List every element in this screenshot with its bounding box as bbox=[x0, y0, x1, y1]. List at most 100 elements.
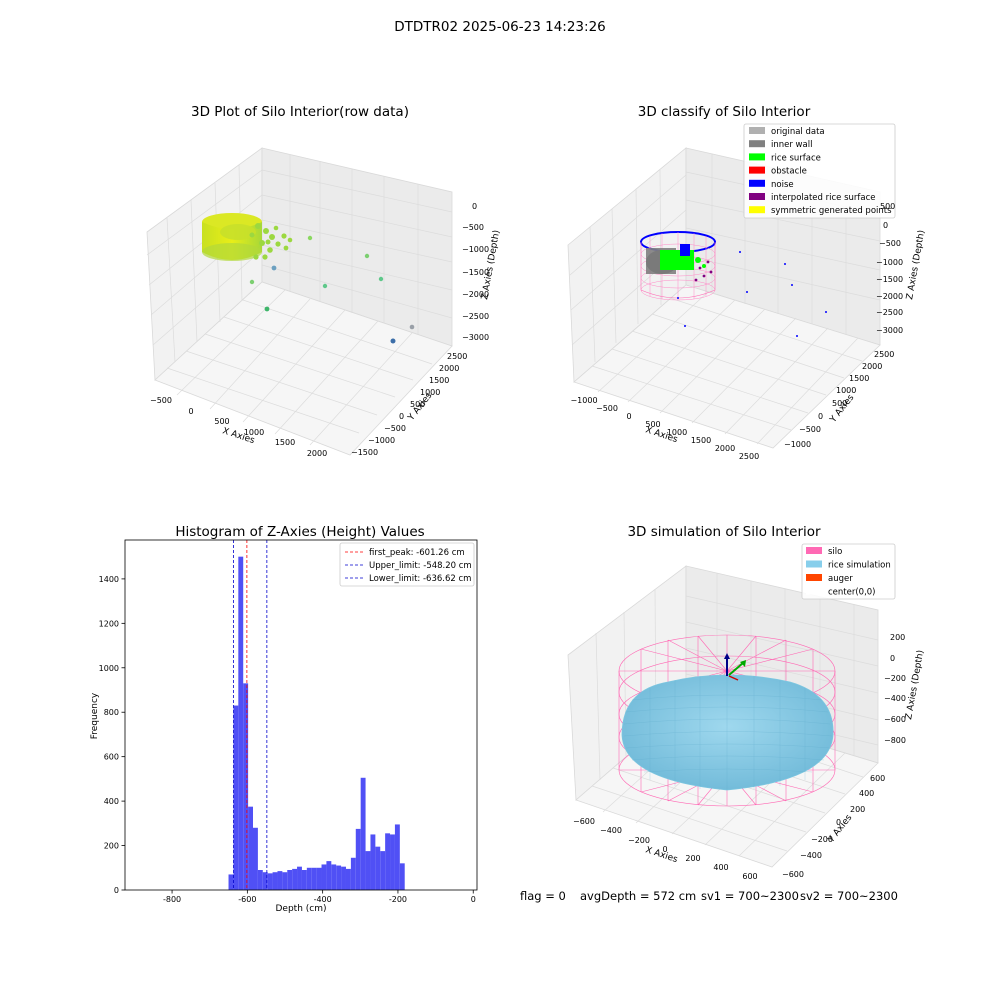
sim-yt-3: 0 bbox=[836, 818, 841, 827]
sim-x-axis-arrow bbox=[728, 675, 739, 681]
raw-panel-title: 3D Plot of Silo Interior(row data) bbox=[191, 104, 409, 120]
hist-bar bbox=[399, 863, 405, 890]
hist-bar bbox=[262, 872, 268, 890]
hist-bar bbox=[228, 874, 234, 890]
cls-legend-swatch bbox=[749, 166, 765, 174]
sim-panel-title: 3D simulation of Silo Interior bbox=[627, 524, 821, 540]
hist-bar bbox=[238, 556, 244, 890]
sim-legend-swatch bbox=[806, 574, 822, 581]
cls-yt-2: 0 bbox=[818, 412, 823, 421]
sim-xt-1: −400 bbox=[600, 826, 622, 835]
hist-ytick-label: 0 bbox=[114, 886, 119, 895]
cls-xt-0: −1000 bbox=[570, 396, 597, 405]
hist-axes-frame bbox=[124, 539, 478, 891]
hist-bar bbox=[350, 857, 356, 890]
raw-zlabel: Z Axies (Depth) bbox=[480, 229, 502, 300]
hist-bar bbox=[243, 683, 249, 890]
hist-bar bbox=[385, 833, 391, 890]
hist-bar bbox=[336, 865, 342, 890]
raw-yt-2: −500 bbox=[384, 424, 406, 433]
footer-flag: flag = 0 bbox=[520, 889, 566, 903]
cls-z-ticks: 500 0 −500 −1000 −1500 −2000 −2500 −3000 bbox=[876, 202, 903, 335]
hist-bar bbox=[233, 705, 239, 890]
cls-yt-0: −1000 bbox=[784, 440, 811, 449]
raw-zt-1: −500 bbox=[462, 223, 484, 232]
sim-zt-0: 200 bbox=[890, 633, 905, 642]
cls-zt-0: 500 bbox=[880, 202, 895, 211]
raw-yt-3: 0 bbox=[399, 412, 404, 421]
hist-bar bbox=[326, 861, 332, 890]
cls-legend-label: noise bbox=[771, 180, 794, 190]
sim-legend-label: center(0,0) bbox=[828, 588, 876, 598]
hist-bar bbox=[355, 828, 361, 890]
cls-legend-swatch bbox=[749, 127, 765, 134]
cls-xt-1: −500 bbox=[596, 404, 618, 413]
cls-legend-swatch bbox=[749, 206, 765, 214]
hist-legend-label: Upper_limit: -548.20 cm bbox=[369, 561, 472, 571]
raw-zt-0: 0 bbox=[472, 202, 477, 211]
hist-bar bbox=[272, 872, 278, 890]
cls-xt-4: 1000 bbox=[667, 428, 687, 437]
cls-yt-7: 2500 bbox=[874, 350, 894, 359]
cls-yt-5: 1500 bbox=[849, 374, 869, 383]
raw-yt-8: 2500 bbox=[447, 352, 467, 361]
hist-bar bbox=[341, 866, 346, 890]
cls-ylabel: Y Axies bbox=[828, 393, 857, 426]
raw-xt-5: 2000 bbox=[307, 449, 327, 458]
cls-zt-4: −1500 bbox=[876, 275, 903, 284]
hist-bar bbox=[375, 846, 381, 890]
hist-ytick-label: 800 bbox=[104, 708, 119, 717]
footer-avg-depth: avgDepth = 572 cm bbox=[580, 889, 696, 903]
hist-bar bbox=[380, 851, 386, 890]
sim-x-ticks: −600 −400 −200 0 200 400 600 bbox=[573, 817, 758, 881]
raw-zt-4: −2000 bbox=[462, 290, 489, 299]
hist-bar bbox=[292, 868, 298, 890]
sim-zlabel: Z Axies (Depth) bbox=[904, 649, 926, 720]
cls-zt-2: −500 bbox=[879, 239, 901, 248]
raw-xt-0: −500 bbox=[150, 396, 172, 405]
cls-legend-swatch bbox=[749, 140, 765, 148]
sim-xt-6: 600 bbox=[742, 872, 757, 881]
hist-bar bbox=[267, 873, 273, 890]
raw-yt-0: −1500 bbox=[351, 448, 378, 457]
sim-rice-surface bbox=[621, 674, 834, 791]
cls-yt-3: 500 bbox=[832, 399, 847, 408]
hist-bar bbox=[365, 851, 371, 890]
hist-bar bbox=[370, 834, 376, 890]
cls-legend-label: inner wall bbox=[771, 140, 812, 150]
sim-xt-5: 400 bbox=[713, 863, 728, 872]
hist-bar bbox=[277, 871, 283, 890]
raw-yt-7: 2000 bbox=[439, 364, 459, 373]
raw-floor-pane bbox=[154, 281, 453, 456]
cls-zt-5: −2000 bbox=[876, 292, 903, 301]
raw-xt-2: 500 bbox=[214, 417, 229, 426]
sim-yt-0: −600 bbox=[782, 870, 804, 879]
sim-yt-6: 600 bbox=[870, 774, 885, 783]
cls-legend-box bbox=[743, 123, 896, 219]
cls-legend-label: rice surface bbox=[771, 153, 821, 163]
hist-ytick-label: 400 bbox=[104, 797, 119, 806]
classify-panel-title: 3D classify of Silo Interior bbox=[638, 104, 811, 120]
raw-zt-6: −3000 bbox=[462, 333, 489, 342]
hist-bar bbox=[390, 834, 395, 890]
cls-yt-1: −500 bbox=[799, 425, 821, 434]
cls-legend-label: symmetric generated points bbox=[771, 206, 892, 216]
sim-xt-3: 0 bbox=[662, 845, 667, 854]
sim-legend-swatch bbox=[806, 560, 822, 568]
sim-legend-swatch bbox=[806, 547, 822, 554]
cls-legend-swatch bbox=[749, 153, 765, 161]
panel-raw-3d: 3D Plot of Silo Interior(row data) bbox=[146, 104, 502, 458]
cls-zt-7: −3000 bbox=[876, 326, 903, 335]
cls-xt-6: 2000 bbox=[715, 444, 735, 453]
raw-zt-5: −2500 bbox=[462, 312, 489, 321]
hist-bar bbox=[321, 864, 327, 890]
sim-zt-2: −200 bbox=[884, 674, 906, 683]
sim-zt-3: −400 bbox=[884, 694, 906, 703]
hist-ytick-label: 600 bbox=[104, 753, 119, 762]
cls-floor-pane bbox=[573, 284, 881, 449]
hist-ytick-label: 200 bbox=[104, 842, 119, 851]
sim-y-ticks: −600 −400 −200 0 200 400 600 bbox=[782, 774, 885, 879]
raw-x-ticks: −500 0 500 1000 1500 2000 bbox=[150, 396, 327, 458]
hist-x-ticks: -800 -600 -400 -200 0 bbox=[163, 890, 476, 904]
hist-xtick-label: -200 bbox=[389, 895, 407, 904]
